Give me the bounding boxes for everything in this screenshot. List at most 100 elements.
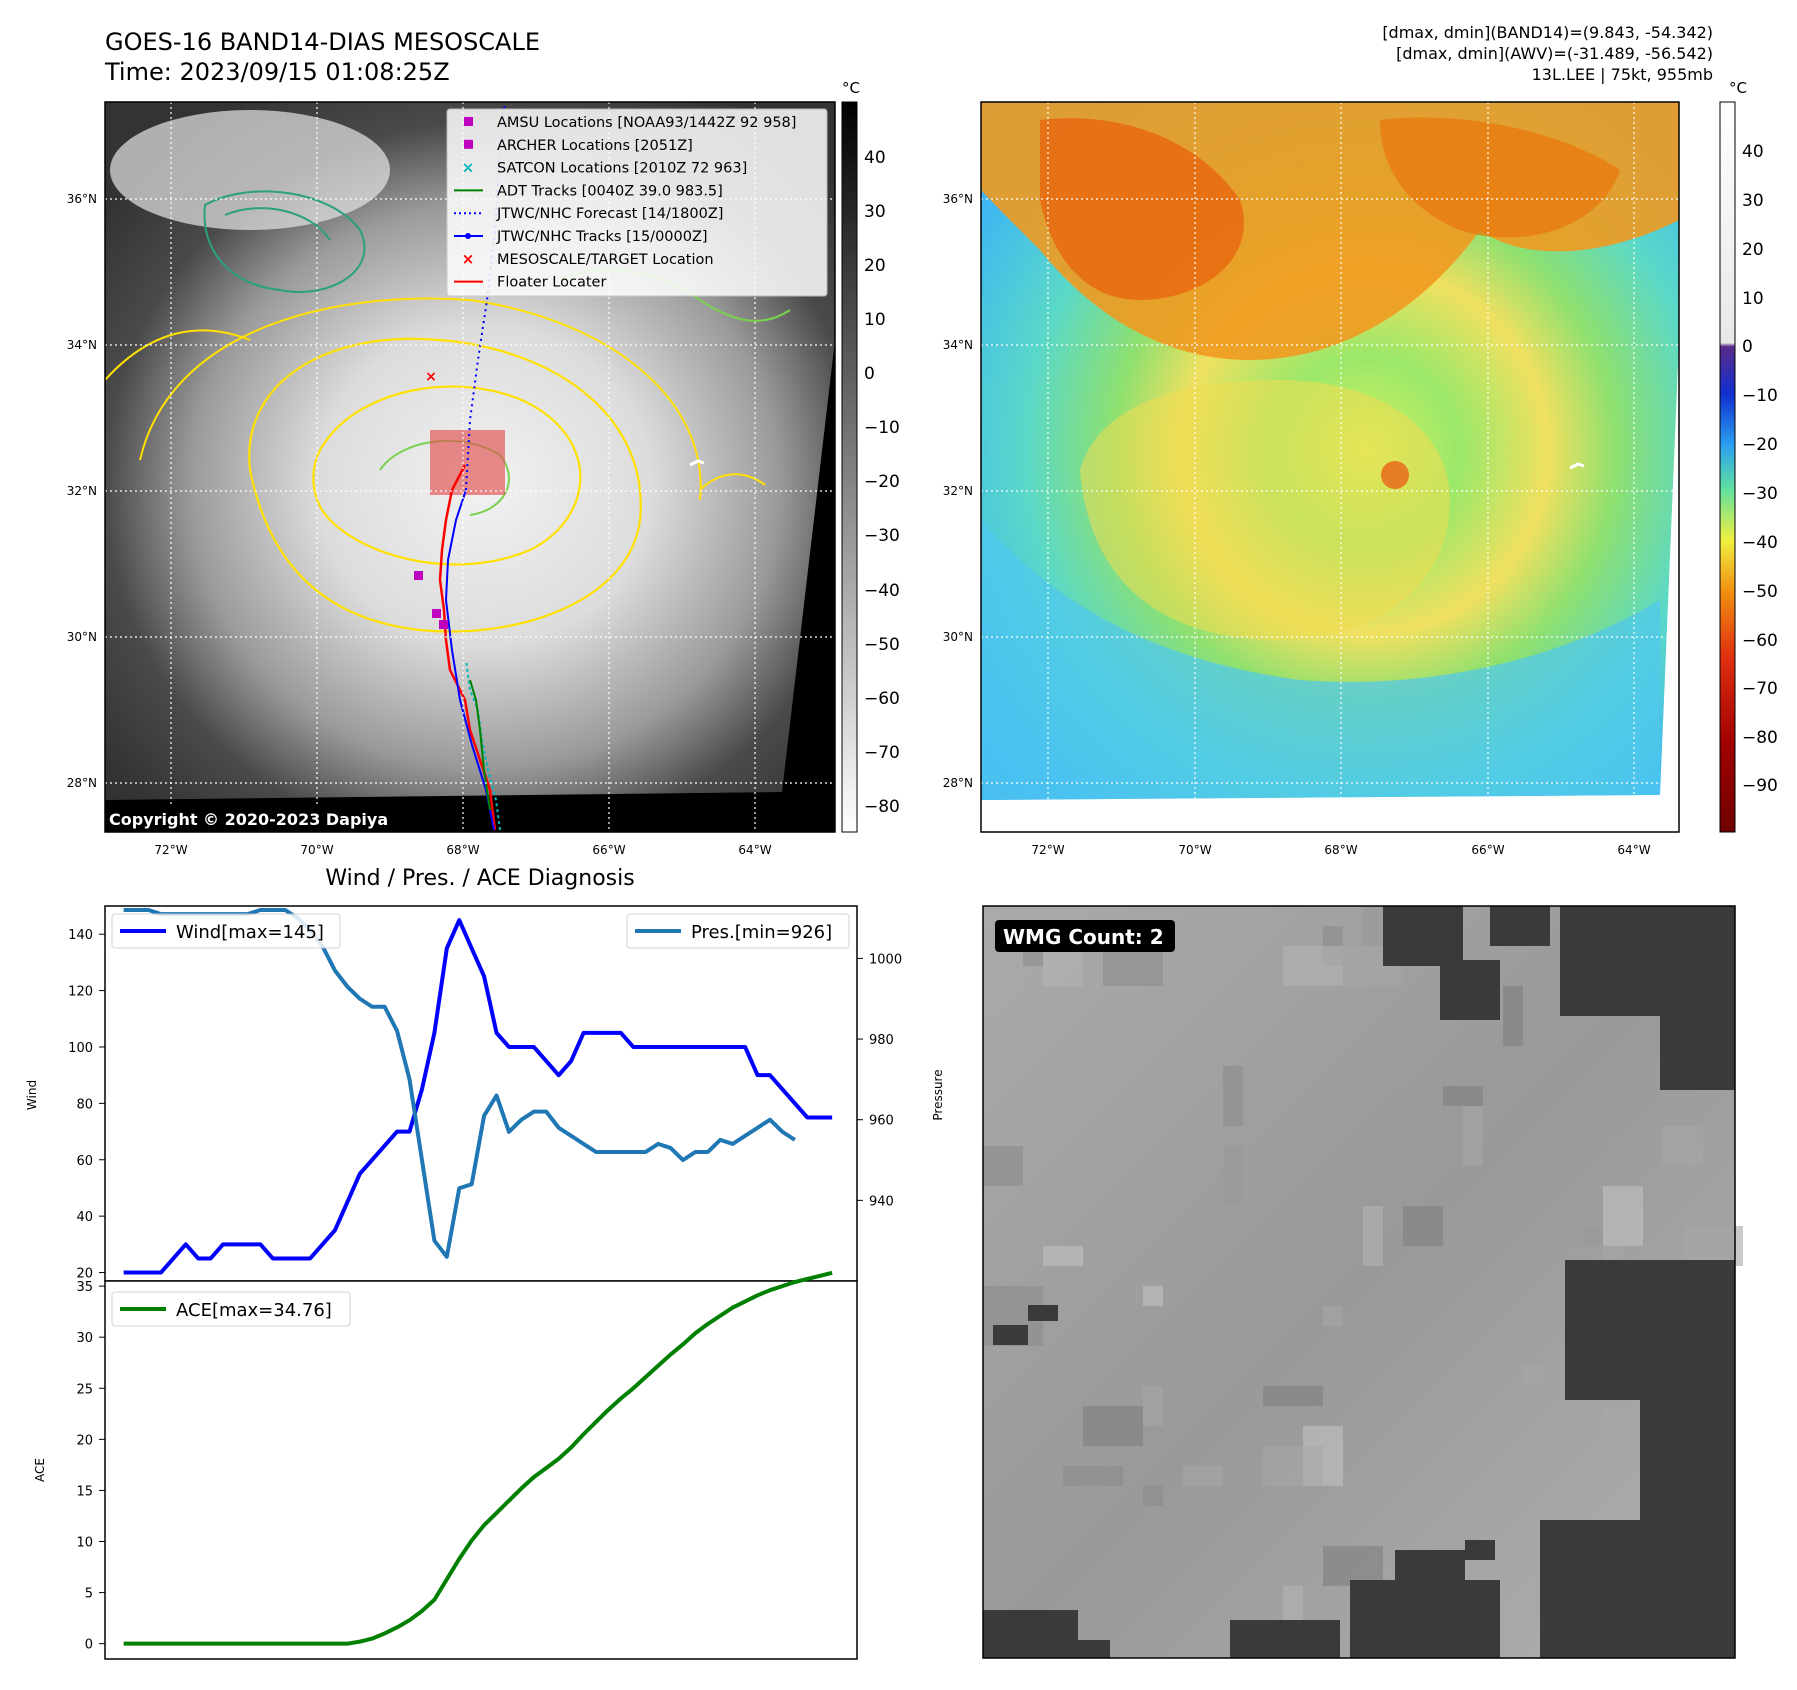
- lon-label: 68°W: [446, 843, 479, 857]
- wind-tick-label: 20: [76, 1267, 93, 1282]
- stats-band14: [dmax, dmin](BAND14)=(9.843, -54.342): [1382, 23, 1713, 42]
- wmg-texture-block: [1063, 1466, 1123, 1486]
- wmg-texture-block: [1363, 1206, 1383, 1266]
- gray-colorbar-ticks: 40 30 20 10 0 −10 −20 −30 −40 −50 −60 −7…: [864, 148, 900, 817]
- ace-tick-label: 0: [85, 1638, 93, 1653]
- legend-label: SATCON Locations [2010Z 72 963]: [497, 161, 747, 177]
- ace-legend-label: ACE[max=34.76]: [176, 1300, 332, 1321]
- ir-map-lon-labels: 72°W 70°W 68°W 66°W 64°W: [154, 843, 771, 857]
- legend-item: ARCHER Locations [2051Z]: [464, 138, 693, 154]
- legend-item: JTWC/NHC Forecast [14/1800Z]: [454, 206, 723, 222]
- wmg-texture-block: [1603, 1406, 1623, 1446]
- lon-label: 64°W: [738, 843, 771, 857]
- legend-marker-dot: [465, 233, 471, 239]
- lon-label: 66°W: [592, 843, 625, 857]
- wmg-texture-block: [1283, 946, 1343, 986]
- wmg-texture-block: [1443, 1086, 1483, 1106]
- pressure-tick-label: 1000: [869, 952, 902, 967]
- pressure-legend-label: Pres.[min=926]: [691, 922, 832, 943]
- pressure-axis-label: Pressure: [931, 1069, 945, 1120]
- colorbar-tick: −10: [1742, 386, 1778, 406]
- colorbar-tick: −50: [1742, 582, 1778, 602]
- wmg-texture-block: [1183, 1466, 1223, 1486]
- legend-marker-square: [464, 139, 473, 149]
- colorbar-tick: −70: [1742, 679, 1778, 699]
- color-map-lon-labels: 72°W 70°W 68°W 66°W 64°W: [1031, 843, 1650, 857]
- legend-label: ADT Tracks [0040Z 39.0 983.5]: [497, 183, 723, 199]
- wind-tick-label: 140: [68, 928, 93, 943]
- wind-tick-label: 100: [68, 1041, 93, 1056]
- lat-label: 32°N: [67, 484, 97, 498]
- wmg-count-label: WMG Count: 2: [1003, 925, 1164, 949]
- lon-label: 72°W: [1031, 843, 1064, 857]
- wmg-dark-region: [1560, 906, 1735, 1016]
- ace-tick-label: 30: [76, 1331, 93, 1346]
- wmg-dark-region: [1565, 1260, 1735, 1400]
- wmg-dark-region: [1440, 960, 1500, 1020]
- colorbar-tick: −20: [1742, 435, 1778, 455]
- copyright-text: Copyright © 2020-2023 Dapiya: [109, 810, 388, 829]
- legend-label: JTWC/NHC Tracks [15/0000Z]: [496, 229, 708, 245]
- wmg-texture-block: [1603, 1186, 1643, 1246]
- wind-tick-label: 60: [76, 1154, 93, 1169]
- pressure-tick-label: 980: [869, 1033, 894, 1048]
- color-colorbar-unit: °C: [1729, 79, 1747, 97]
- wmg-texture-block: [1223, 1066, 1243, 1126]
- legend-label: MESOSCALE/TARGET Location: [497, 252, 714, 268]
- ace-tick-label: 5: [85, 1587, 93, 1602]
- legend-label: AMSU Locations [NOAA93/1442Z 92 958]: [497, 115, 796, 131]
- pressure-legend: Pres.[min=926]: [626, 913, 850, 949]
- lat-label: 34°N: [943, 338, 973, 352]
- colorbar-tick: 0: [1742, 337, 1753, 357]
- wmg-texture-block: [983, 1146, 1023, 1186]
- wmg-texture-block: [1463, 1106, 1483, 1166]
- legend-label: ARCHER Locations [2051Z]: [497, 138, 693, 154]
- wmg-texture-block: [1083, 1406, 1143, 1446]
- legend-label: JTWC/NHC Forecast [14/1800Z]: [496, 206, 723, 222]
- wmg-dark-region: [1690, 1060, 1735, 1090]
- wmg-dark-region: [1020, 1640, 1110, 1658]
- wmg-texture-block: [1363, 906, 1383, 946]
- ace-tick-label: 10: [76, 1536, 93, 1551]
- color-colorbar: [1719, 101, 1736, 833]
- gray-colorbar: [841, 101, 858, 833]
- colorbar-tick: −30: [1742, 484, 1778, 504]
- wind-tick-label: 120: [68, 985, 93, 1000]
- lat-label: 28°N: [67, 776, 97, 790]
- wmg-texture-block: [1223, 1146, 1243, 1206]
- wmg-dark-region: [993, 1325, 1028, 1345]
- colorbar-tick: 10: [864, 310, 886, 330]
- lon-label: 70°W: [1178, 843, 1211, 857]
- color-map-panel: [980, 101, 1680, 833]
- lon-label: 68°W: [1324, 843, 1357, 857]
- legend-item: × MESOSCALE/TARGET Location: [462, 250, 714, 268]
- ace-tick-label: 25: [76, 1382, 93, 1397]
- wmg-dark-region: [1028, 1305, 1058, 1321]
- wind-legend-label: Wind[max=145]: [176, 922, 324, 943]
- lon-label: 64°W: [1617, 843, 1650, 857]
- colorbar-tick: −60: [1742, 631, 1778, 651]
- colorbar-tick: −80: [864, 797, 900, 817]
- wmg-texture-block: [1143, 1286, 1163, 1306]
- color-colorbar-ticks: 40 30 20 10 0 −10 −20 −30 −40 −50 −60 −7…: [1742, 142, 1778, 796]
- lon-label: 70°W: [300, 843, 333, 857]
- ace-chart: 0 5 10 15 20 25 30 35 ACE[max=34.76]: [76, 1270, 858, 1660]
- pressure-tick-label: 960: [869, 1114, 894, 1129]
- ace-series-line: [123, 1270, 833, 1646]
- map-legend: AMSU Locations [NOAA93/1442Z 92 958] ARCH…: [446, 108, 828, 297]
- wmg-texture-block: [1263, 1386, 1323, 1406]
- lat-label: 28°N: [943, 776, 973, 790]
- wmg-texture-block: [1323, 1306, 1343, 1326]
- wmg-texture-block: [1663, 1126, 1703, 1166]
- wmg-texture-block: [1263, 1446, 1323, 1486]
- legend-marker-square: [464, 117, 473, 126]
- colorbar-tick: 40: [1742, 142, 1764, 162]
- ace-axis-label: ACE: [33, 1458, 47, 1482]
- wmg-dark-region: [1230, 1620, 1340, 1658]
- legend-item: × SATCON Locations [2010Z 72 963]: [462, 159, 748, 177]
- ace-tick-label: 35: [76, 1280, 93, 1295]
- wind-series-line: [123, 918, 833, 1275]
- svg-text:×: ×: [425, 369, 437, 385]
- colorbar-tick: 0: [864, 364, 875, 384]
